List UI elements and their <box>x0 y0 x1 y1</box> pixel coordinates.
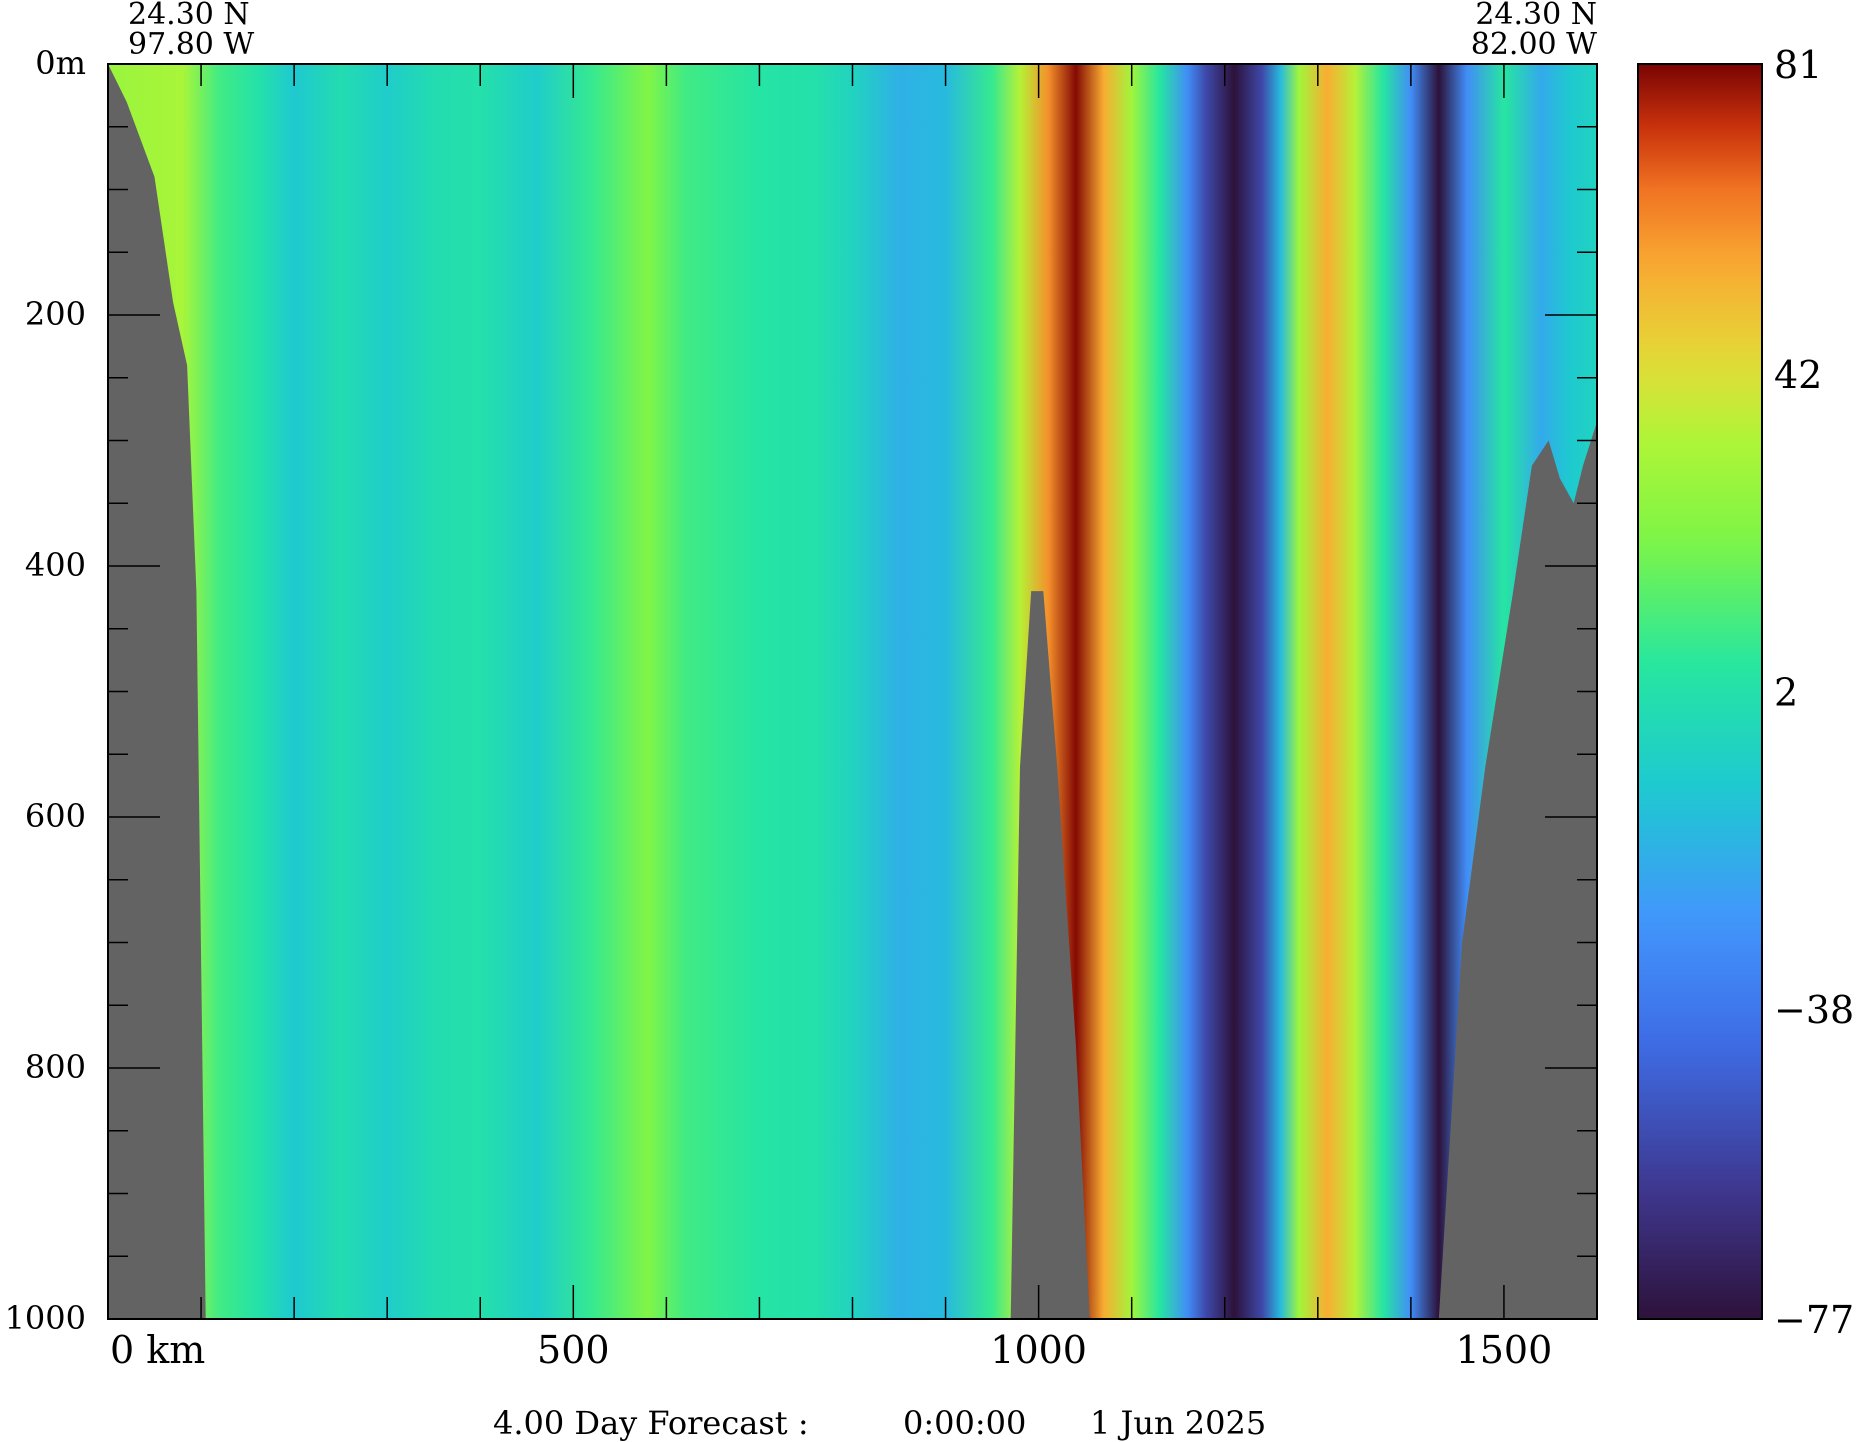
y-tick-label: 600 <box>25 797 86 835</box>
colorbar-tick-label: 2 <box>1774 671 1798 715</box>
bathymetry-land <box>108 64 1597 1319</box>
colorbar-tick-label: 81 <box>1774 43 1822 87</box>
right-lon-label: 82.00 W <box>1471 27 1597 62</box>
x-tick-label: 500 <box>537 1328 610 1372</box>
colorbar-ticks: 81 42 2 −38 −77 <box>1774 43 1854 1342</box>
x-axis-ticks: 0 km 500 1000 1500 <box>107 64 1598 1372</box>
y-tick-label: 1000 <box>5 1299 86 1337</box>
left-lon-label: 97.80 W <box>128 27 254 62</box>
colorbar-tick-label: 42 <box>1774 353 1822 397</box>
forecast-date: 1 Jun 2025 <box>1090 1404 1266 1442</box>
forecast-label: 4.00 Day Forecast : <box>493 1404 809 1442</box>
colorbar-tick-label: −38 <box>1774 988 1854 1032</box>
x-tick-label: 0 km <box>110 1328 205 1372</box>
y-tick-label: 400 <box>25 546 86 584</box>
colorbar-tick-label: −77 <box>1774 1298 1854 1342</box>
colorbar <box>1637 63 1763 1320</box>
x-tick-label: 1500 <box>1456 1328 1553 1372</box>
forecast-time: 0:00:00 <box>903 1404 1026 1442</box>
y-tick-label: 800 <box>25 1048 86 1086</box>
y-tick-label: 200 <box>25 295 86 333</box>
plot-area <box>108 64 1597 1319</box>
field-heatmap <box>108 64 1597 1319</box>
left-lat-label: 24.30 N <box>128 0 250 32</box>
y-tick-label: 0m <box>35 44 86 82</box>
y-axis-ticks: 0m 200 400 600 800 1000 <box>5 44 1597 1337</box>
right-lat-label: 24.30 N <box>1475 0 1597 32</box>
x-tick-label: 1000 <box>990 1328 1087 1372</box>
